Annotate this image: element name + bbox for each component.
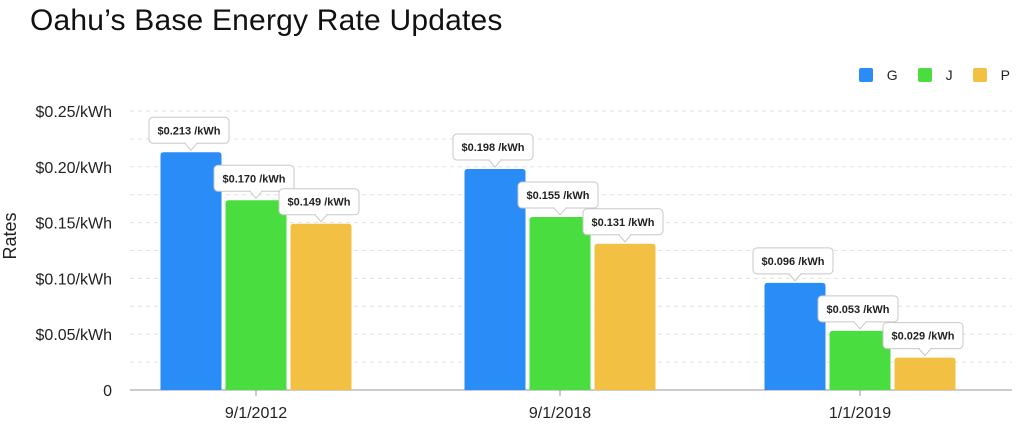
- y-tick-label: $0.10/kWh: [36, 271, 112, 288]
- legend-label-g: G: [886, 67, 898, 83]
- data-label-pointer: [618, 234, 632, 243]
- legend-item-p[interactable]: P: [972, 67, 1010, 83]
- y-axis-label: Rates: [0, 212, 20, 259]
- data-label-pointer: [553, 207, 567, 216]
- data-label-text: $0.170 /kWh: [223, 173, 286, 185]
- x-tick-label: 9/1/2012: [225, 405, 287, 422]
- data-label-pointer: [184, 142, 198, 152]
- data-label-text: $0.029 /kWh: [892, 331, 955, 343]
- data-labels: $0.213 /kWh $0.170 /kWh$0.149 /kWh $0.198 …: [148, 116, 964, 357]
- y-tick-label: $0.15/kWh: [36, 216, 112, 233]
- data-label: $0.029 /kWh: [882, 322, 964, 357]
- data-label: $0.096 /kWh: [752, 247, 834, 282]
- data-label-pointer: [249, 190, 263, 200]
- data-label: $0.149 /kWh: [278, 188, 360, 223]
- bar-g-2[interactable]: [764, 282, 826, 390]
- legend: G J P: [858, 67, 1010, 83]
- bar-p-0[interactable]: [290, 223, 352, 390]
- data-label-text: $0.053 /kWh: [827, 304, 890, 316]
- y-tick-label: 0: [103, 383, 112, 400]
- data-label: $0.198 /kWh: [452, 133, 534, 168]
- legend-label-j: J: [945, 67, 953, 83]
- chart-title: Oahu’s Base Energy Rate Updates: [30, 4, 503, 37]
- data-label-text: $0.149 /kWh: [288, 197, 351, 209]
- bar-g-1[interactable]: [464, 169, 526, 390]
- data-label-pointer: [788, 273, 802, 282]
- data-label-pointer: [918, 348, 932, 357]
- x-tick-label: 1/1/2019: [829, 405, 891, 422]
- legend-swatch-j: [917, 68, 932, 82]
- data-label-text: $0.213 /kWh: [158, 125, 221, 137]
- data-label-text: $0.155 /kWh: [527, 190, 590, 202]
- data-label-pointer: [853, 321, 867, 330]
- y-tick-label: $0.20/kWh: [36, 160, 112, 177]
- data-label: $0.170 /kWh: [213, 164, 295, 200]
- bar-j-0[interactable]: [225, 200, 287, 390]
- legend-item-g[interactable]: G: [858, 67, 898, 83]
- data-label: $0.053 /kWh: [817, 295, 899, 330]
- legend-swatch-g: [858, 68, 873, 82]
- data-label-pointer: [314, 214, 328, 223]
- y-tick-label: $0.05/kWh: [36, 327, 112, 344]
- bars: [160, 152, 956, 390]
- data-label-pointer: [488, 159, 502, 168]
- bar-j-1[interactable]: [529, 217, 591, 390]
- legend-swatch-p: [972, 68, 987, 82]
- data-label-text: $0.131 /kWh: [592, 217, 655, 229]
- data-label: $0.131 /kWh: [582, 208, 664, 243]
- data-label: $0.213 /kWh: [148, 116, 230, 152]
- data-label-text: $0.096 /kWh: [762, 256, 825, 268]
- bar-j-2[interactable]: [829, 330, 891, 390]
- bar-p-2[interactable]: [894, 357, 956, 390]
- y-tick-label: $0.25/kWh: [36, 104, 112, 121]
- legend-item-j[interactable]: J: [917, 67, 953, 83]
- legend-label-p: P: [1000, 67, 1010, 83]
- bar-p-1[interactable]: [594, 243, 656, 390]
- data-label-text: $0.198 /kWh: [462, 142, 525, 154]
- x-tick-label: 9/1/2018: [529, 405, 591, 422]
- data-label: $0.155 /kWh: [517, 181, 599, 216]
- bar-g-0[interactable]: [160, 152, 222, 390]
